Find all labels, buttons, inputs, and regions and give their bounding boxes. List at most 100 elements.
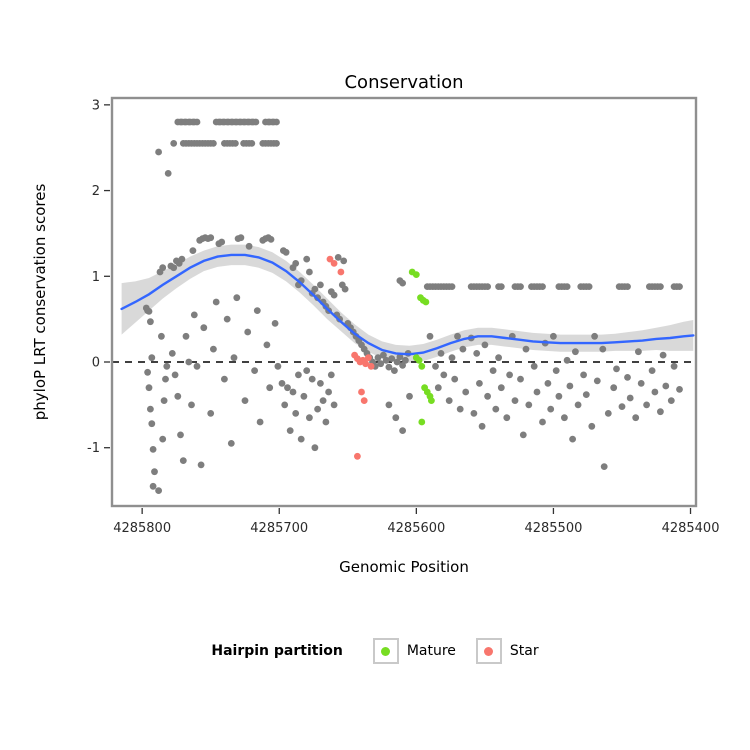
data-point <box>244 328 252 336</box>
data-point <box>178 255 186 263</box>
data-point <box>233 294 241 302</box>
data-point <box>266 384 274 392</box>
data-point <box>392 414 400 422</box>
data-point <box>563 356 571 364</box>
data-point <box>284 384 291 392</box>
data-point <box>539 283 546 290</box>
x-tick-label: 4285800 <box>113 521 171 536</box>
data-point <box>330 401 338 409</box>
data-point <box>659 351 667 359</box>
legend-key-star <box>475 638 502 664</box>
data-point <box>253 307 261 314</box>
data-point <box>426 332 434 340</box>
y-tick-label: 3 <box>92 98 100 113</box>
data-point <box>149 482 157 490</box>
data-point <box>171 371 179 379</box>
data-point <box>462 388 470 396</box>
data-point <box>399 362 406 369</box>
data-point <box>362 360 369 368</box>
data-point <box>300 392 308 400</box>
data-point <box>308 375 316 383</box>
data-point <box>341 285 349 293</box>
data-point <box>563 283 571 290</box>
x-tick-label: 4285500 <box>524 521 582 536</box>
data-point <box>437 350 445 357</box>
data-point <box>148 354 156 362</box>
panel-border <box>110 96 698 508</box>
data-point <box>340 257 348 265</box>
data-point <box>177 431 184 439</box>
data-point <box>147 318 154 326</box>
data-point <box>292 410 300 417</box>
data-point <box>593 377 601 385</box>
data-point <box>637 380 645 387</box>
data-point <box>388 355 396 362</box>
y-tick-label: 1 <box>92 270 100 285</box>
data-point <box>200 324 208 332</box>
data-point <box>179 457 187 464</box>
data-point <box>306 268 313 276</box>
data-point <box>572 348 579 356</box>
data-point <box>476 380 483 387</box>
data-point <box>189 247 197 255</box>
data-point <box>484 392 491 400</box>
data-point <box>330 260 338 267</box>
data-point <box>256 418 264 426</box>
data-point <box>354 452 361 460</box>
data-point <box>334 254 342 261</box>
data-point <box>569 435 576 443</box>
legend: Hairpin partition Mature Star <box>0 638 750 664</box>
legend-label-star: Star <box>509 643 539 659</box>
data-point <box>555 392 563 400</box>
data-point <box>380 351 387 359</box>
data-point <box>544 380 552 387</box>
data-point <box>399 427 406 434</box>
data-point <box>314 405 321 413</box>
data-point <box>561 414 568 422</box>
data-point <box>519 431 527 439</box>
data-point <box>670 362 678 370</box>
data-point <box>495 354 502 362</box>
data-point <box>412 271 420 278</box>
data-point <box>319 397 327 404</box>
data-point <box>406 392 413 400</box>
data-point <box>393 358 401 366</box>
data-point <box>147 405 154 413</box>
y-tick-label: -1 <box>87 441 100 456</box>
data-point <box>232 140 239 147</box>
legend-item-mature: Mature <box>372 638 456 664</box>
data-point <box>624 283 631 290</box>
data-point <box>610 384 618 392</box>
data-point <box>227 440 235 447</box>
data-point <box>330 291 338 299</box>
data-point <box>503 414 511 422</box>
data-point <box>434 384 442 392</box>
data-point <box>281 401 289 409</box>
data-point <box>251 367 258 374</box>
data-point <box>207 410 215 417</box>
data-point <box>185 358 193 366</box>
data-point <box>155 487 163 494</box>
data-point <box>422 298 430 306</box>
data-point <box>303 367 311 374</box>
y-tick-label: 0 <box>92 356 100 371</box>
x-tick-label: 4285400 <box>662 521 720 536</box>
data-point <box>188 401 195 409</box>
data-point <box>193 362 201 370</box>
data-point <box>448 283 456 290</box>
data-point <box>418 418 426 426</box>
data-point <box>197 461 205 469</box>
data-point <box>399 279 406 287</box>
data-point <box>657 283 664 290</box>
data-point <box>145 384 153 392</box>
data-point <box>163 362 171 370</box>
data-point <box>286 427 294 434</box>
data-point <box>322 418 330 426</box>
data-point <box>182 332 190 340</box>
data-point <box>221 375 228 383</box>
data-point <box>415 356 423 364</box>
data-point <box>497 283 505 290</box>
data-point <box>517 283 524 290</box>
x-axis-label: Genomic Position <box>339 558 469 576</box>
